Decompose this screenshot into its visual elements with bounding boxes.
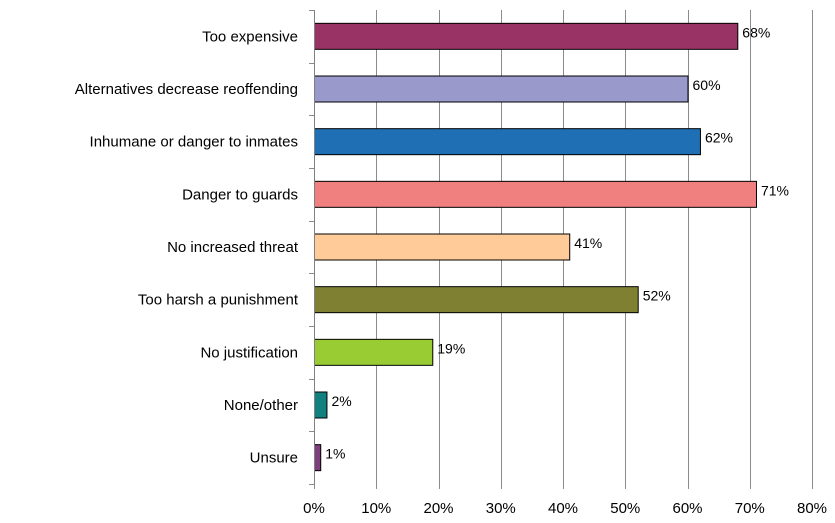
data-label: 71% <box>761 182 789 198</box>
x-tick-label: 80% <box>797 500 827 517</box>
x-tick-label: 70% <box>735 500 765 517</box>
bar <box>314 75 689 103</box>
bar <box>314 180 757 208</box>
x-tick-label: 40% <box>548 500 578 517</box>
x-tick-labels: 0% 10% 20% 30% 40% 50% 60% 70% 80% <box>303 500 827 517</box>
x-tick-label: 0% <box>303 500 325 517</box>
category-label: None/other <box>224 397 298 414</box>
category-label: Alternatives decrease reoffending <box>75 81 298 98</box>
category-labels: Too expensive Alternatives decrease reoff… <box>75 28 299 466</box>
data-label: 60% <box>693 77 721 93</box>
data-label: 1% <box>325 446 345 462</box>
data-label: 62% <box>705 130 733 146</box>
category-label: No increased threat <box>167 239 299 256</box>
x-tick-label: 10% <box>361 500 391 517</box>
bar <box>314 286 639 314</box>
bar <box>314 444 322 472</box>
data-labels: 68% 60% 62% 71% 41% 52% 19% 2% 1% <box>325 24 789 461</box>
x-tick-label: 30% <box>486 500 516 517</box>
bar <box>314 338 434 366</box>
data-label: 68% <box>742 24 770 40</box>
data-label: 52% <box>643 288 671 304</box>
bar <box>314 391 328 419</box>
x-tick-label: 50% <box>610 500 640 517</box>
category-label: Inhumane or danger to inmates <box>90 134 298 151</box>
category-label: Too expensive <box>202 28 298 45</box>
bar <box>314 233 571 261</box>
x-tick-label: 20% <box>423 500 453 517</box>
category-label: Unsure <box>250 450 298 467</box>
bar <box>314 128 701 156</box>
data-label: 41% <box>574 235 602 251</box>
bar <box>314 22 739 50</box>
x-tick-label: 60% <box>672 500 702 517</box>
data-label: 2% <box>331 393 351 409</box>
category-label: No justification <box>200 344 298 361</box>
bars <box>314 22 757 472</box>
category-label: Danger to guards <box>182 186 298 203</box>
data-label: 19% <box>437 340 465 356</box>
category-label: Too harsh a punishment <box>138 292 299 309</box>
